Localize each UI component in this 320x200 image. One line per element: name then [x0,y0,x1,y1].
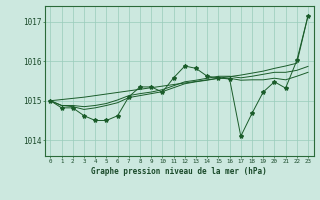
X-axis label: Graphe pression niveau de la mer (hPa): Graphe pression niveau de la mer (hPa) [91,167,267,176]
